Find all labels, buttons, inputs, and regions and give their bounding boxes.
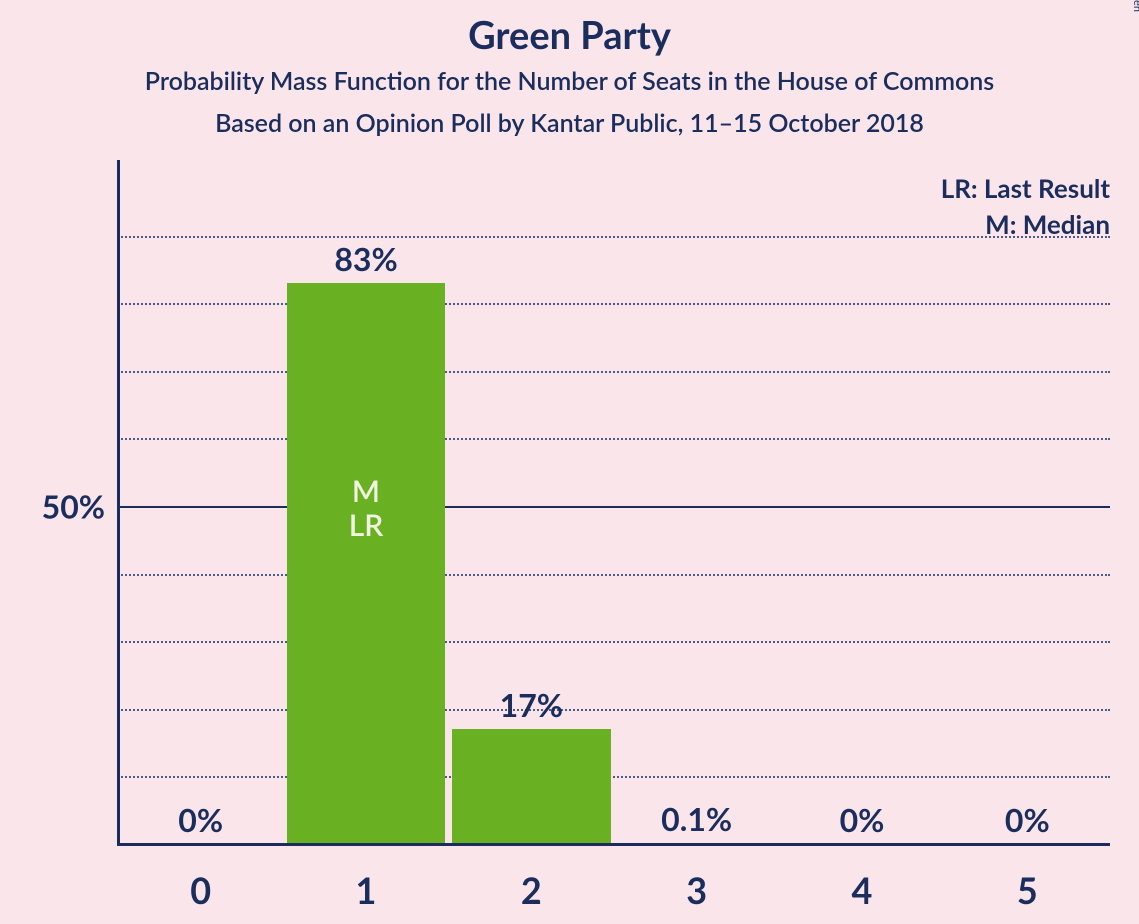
bar-value-label: 17% [500,685,563,724]
gridline-major [118,506,1110,508]
x-axis [117,843,1110,846]
bar-value-label: 0% [178,800,223,839]
x-axis-label: 0 [190,868,211,912]
gridline-minor [118,371,1110,373]
marker-line: LR [349,508,384,543]
gridline-minor [118,574,1110,576]
gridline-minor [118,641,1110,643]
bar [452,729,611,844]
gridline-minor [118,776,1110,778]
x-axis-label: 3 [686,868,707,912]
legend: LR: Last ResultM: Median [941,170,1110,243]
legend-line: M: Median [941,206,1110,242]
chart-container: Green Party Probability Mass Function for… [0,0,1139,924]
plot-area: 0% 83% MLR 17% 0.1% 0% 0% [118,168,1110,844]
bar [287,283,446,844]
y-axis-label: 50% [42,487,105,526]
chart-subtitle-2: Based on an Opinion Poll by Kantar Publi… [0,108,1139,138]
bar-value-label: 83% [334,239,397,278]
bar-value-label: 0% [840,800,885,839]
x-axis-label: 4 [852,868,873,912]
chart-subtitle-1: Probability Mass Function for the Number… [0,66,1139,96]
gridline-minor [118,303,1110,305]
copyright-text: © 2018 Filip van Laenen [1131,0,1139,12]
bar-value-label: 0.1% [661,799,732,838]
bar-value-label: 0% [1005,800,1050,839]
gridline-minor [118,709,1110,711]
y-axis [117,160,120,844]
legend-line: LR: Last Result [941,170,1110,206]
chart-title: Green Party [0,12,1139,58]
x-axis-label: 2 [521,868,542,912]
x-axis-label: 1 [356,868,377,912]
gridline-minor [118,438,1110,440]
marker-line: M [349,474,384,509]
bar-marker-label: MLR [349,474,384,543]
x-axis-label: 5 [1017,868,1038,912]
